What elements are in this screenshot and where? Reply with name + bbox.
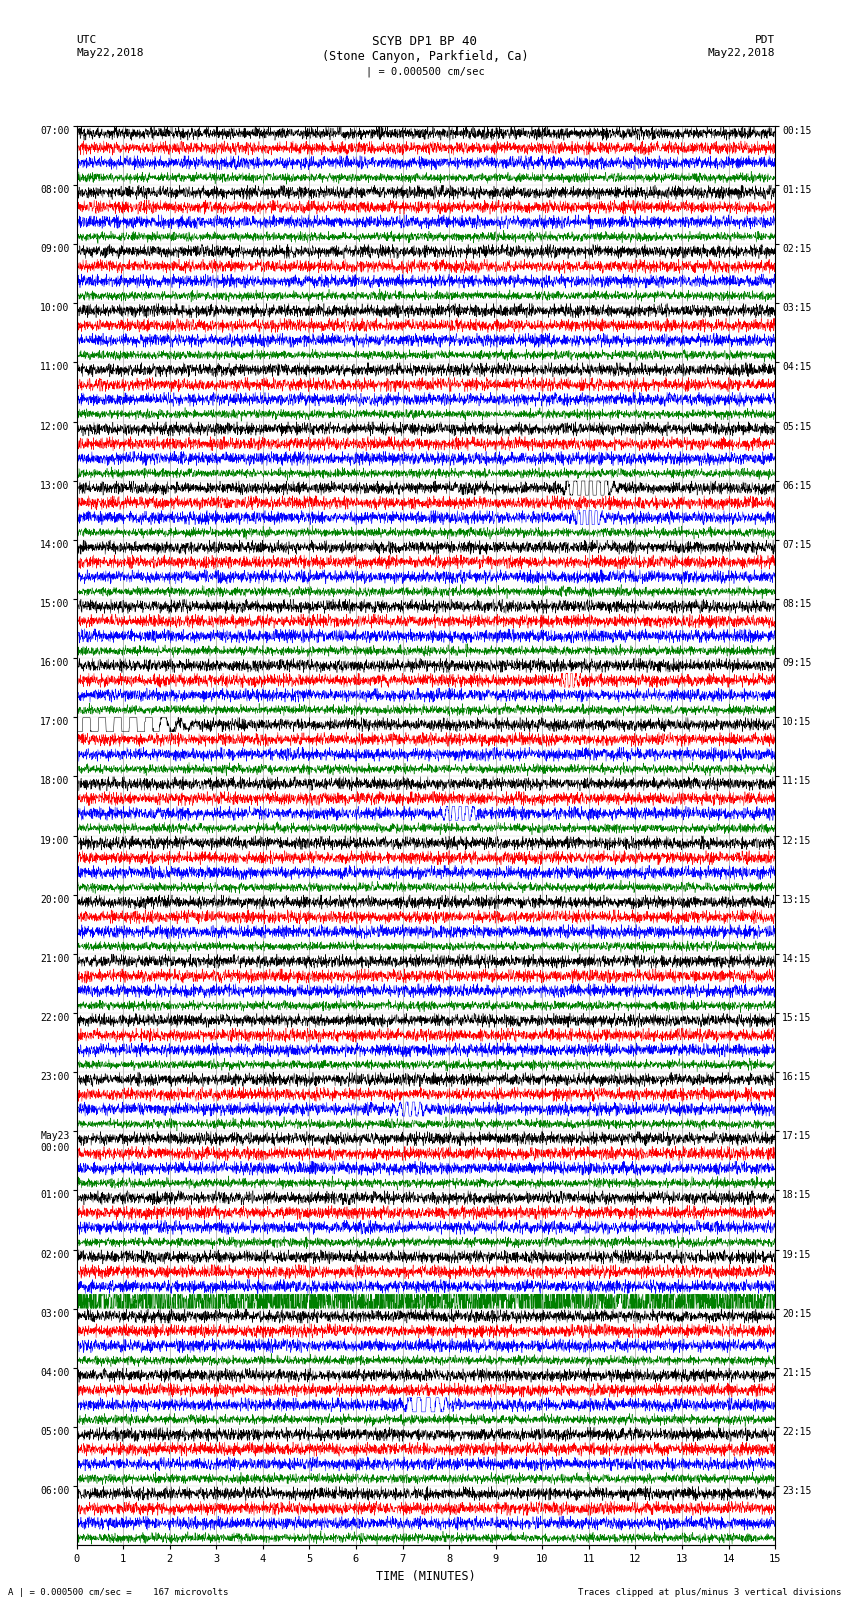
- Text: (Stone Canyon, Parkfield, Ca): (Stone Canyon, Parkfield, Ca): [321, 50, 529, 63]
- X-axis label: TIME (MINUTES): TIME (MINUTES): [376, 1569, 476, 1582]
- Text: SCYB DP1 BP 40: SCYB DP1 BP 40: [372, 35, 478, 48]
- Text: | = 0.000500 cm/sec: | = 0.000500 cm/sec: [366, 66, 484, 77]
- Text: May22,2018: May22,2018: [708, 48, 775, 58]
- Text: A | = 0.000500 cm/sec =    167 microvolts: A | = 0.000500 cm/sec = 167 microvolts: [8, 1587, 229, 1597]
- Text: UTC: UTC: [76, 35, 97, 45]
- Text: May22,2018: May22,2018: [76, 48, 144, 58]
- Text: PDT: PDT: [755, 35, 775, 45]
- Text: Traces clipped at plus/minus 3 vertical divisions: Traces clipped at plus/minus 3 vertical …: [578, 1587, 842, 1597]
